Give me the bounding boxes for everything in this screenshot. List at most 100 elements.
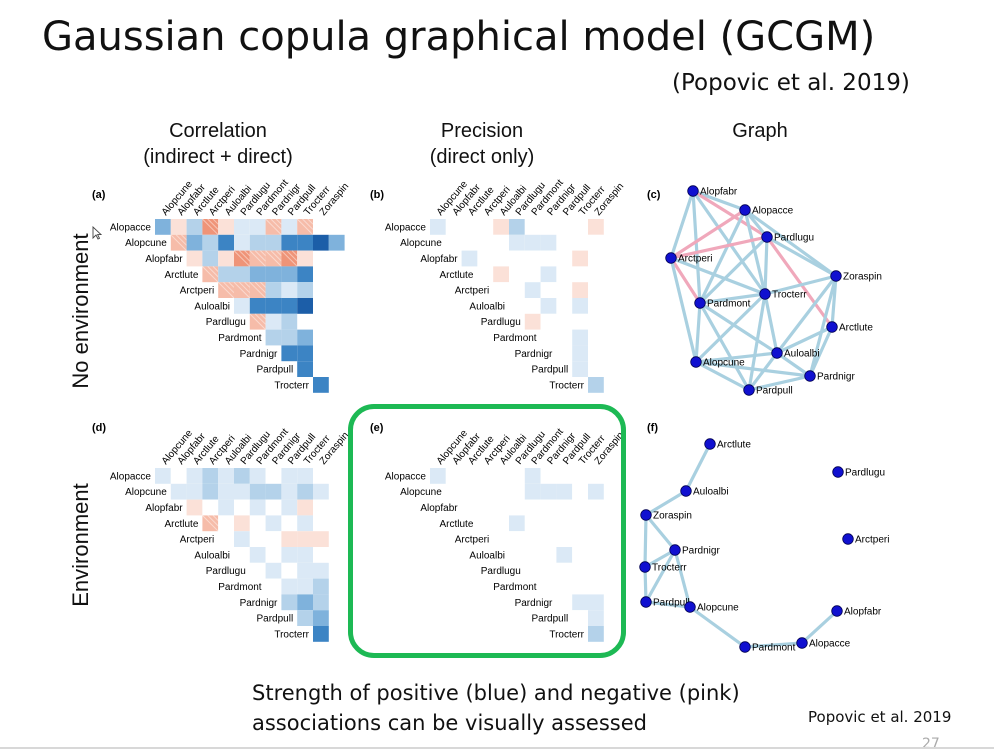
matrix-cell <box>186 468 203 484</box>
matrix-cell <box>540 298 557 314</box>
matrix-cell <box>572 578 588 595</box>
matrix-cell <box>202 499 219 516</box>
column-heading-line: Graph <box>732 120 788 142</box>
panel-f-graph: (f) Arctlute Pardlugu Auloalbi Zoraspin Arctp… <box>639 422 889 654</box>
graph-node-label: Arctperi <box>678 254 712 265</box>
graph-node <box>761 231 773 243</box>
positive-edge <box>684 442 712 493</box>
hatch-line <box>249 250 266 267</box>
matrix-cell <box>524 234 541 251</box>
column-heading-precision: Precision (direct only) <box>352 118 612 170</box>
hatch-line <box>307 218 314 225</box>
matrix-cell <box>509 282 525 298</box>
matrix-cell <box>588 594 604 611</box>
matrix-cell <box>509 531 525 547</box>
hatch-line <box>244 250 251 257</box>
matrix-cell <box>572 483 588 500</box>
matrix-row-label: Pardmont <box>218 582 262 593</box>
positive-edge <box>694 360 751 392</box>
matrix-cell <box>445 483 462 500</box>
matrix-cell <box>524 298 541 314</box>
matrix-cell <box>234 547 250 563</box>
matrix-cell <box>249 515 266 532</box>
matrix-cell <box>540 499 557 516</box>
matrix-row-label: Alopcune <box>400 487 442 498</box>
matrix-cell <box>281 547 298 563</box>
graph-node-label: Arctperi <box>855 535 889 546</box>
matrix-cell <box>540 515 557 532</box>
matrix-cell <box>572 282 588 298</box>
matrix-cell <box>572 361 588 377</box>
graph-node-label: Pardnigr <box>817 372 855 383</box>
matrix-cell <box>265 234 282 251</box>
column-heading-graph: Graph <box>630 118 890 144</box>
matrix-cell <box>588 234 604 251</box>
matrix-cell <box>281 468 298 484</box>
matrix-cell <box>297 361 313 377</box>
graph-node-label: Zoraspin <box>843 272 882 283</box>
matrix-cell <box>202 515 219 532</box>
mouse-cursor-icon <box>92 226 102 240</box>
matrix-cell <box>524 313 541 330</box>
matrix-cell <box>540 547 557 563</box>
matrix-cell <box>297 329 313 346</box>
matrix-cell <box>218 483 234 500</box>
matrix-cell <box>430 219 446 235</box>
matrix-cell <box>265 515 282 532</box>
graph-node <box>771 347 783 359</box>
matrix-cell <box>572 219 588 235</box>
graph-node <box>830 270 842 282</box>
matrix-cell <box>493 266 509 283</box>
matrix-cell <box>524 250 541 267</box>
graph-node-label: Auloalbi <box>693 487 729 498</box>
matrix-cell <box>461 499 478 516</box>
matrix-row-label: Pardnigr <box>515 349 553 360</box>
hatch-line <box>275 250 282 257</box>
matrix-cell <box>524 499 541 516</box>
matrix-cell <box>186 499 203 516</box>
matrix-cell <box>461 219 478 235</box>
matrix-cell <box>297 483 313 500</box>
matrix-cell <box>297 499 313 516</box>
column-heading-line: Precision <box>440 120 524 142</box>
matrix-cell <box>524 282 541 298</box>
matrix-cell <box>297 266 313 283</box>
matrix-row-label: Arctperi <box>455 535 489 546</box>
matrix-cell <box>265 483 282 500</box>
graph-node <box>687 185 699 197</box>
matrix-cell <box>218 499 234 516</box>
matrix-cell <box>509 515 525 532</box>
matrix-cell <box>493 219 509 235</box>
matrix-cell <box>265 329 282 346</box>
matrix-cell <box>493 468 509 484</box>
matrix-cell <box>572 250 588 267</box>
matrix-row-label: Trocterr <box>549 629 584 640</box>
matrix-cell <box>281 219 298 235</box>
matrix-cell <box>313 531 329 547</box>
matrix-cell <box>265 562 282 579</box>
matrix-row-label: Arctlute <box>439 519 473 530</box>
matrix-cell <box>572 610 588 626</box>
hatch-line <box>260 281 266 288</box>
matrix-cell <box>170 483 187 500</box>
slide-caption: Strength of positive (blue) and negative… <box>252 678 740 738</box>
graph-node <box>684 601 696 613</box>
hatch-line <box>233 281 251 299</box>
hatch-line <box>207 218 219 230</box>
positive-edge <box>669 189 695 260</box>
hatch-line <box>265 250 282 267</box>
matrix-cell <box>572 345 588 362</box>
graph-node <box>832 466 844 478</box>
matrix-cell <box>265 250 282 267</box>
matrix-cell <box>265 578 282 595</box>
matrix-cell <box>572 499 588 516</box>
matrix-cell <box>234 282 250 298</box>
matrix-cell <box>186 219 203 235</box>
caption-line: associations can be visually assessed <box>252 711 647 735</box>
matrix-cell <box>556 345 573 362</box>
matrix-cell <box>556 313 573 330</box>
matrix-cell <box>524 531 541 547</box>
positive-edge <box>800 609 839 645</box>
matrix-cell <box>186 234 203 251</box>
matrix-row-label: Alopacce <box>110 471 152 482</box>
